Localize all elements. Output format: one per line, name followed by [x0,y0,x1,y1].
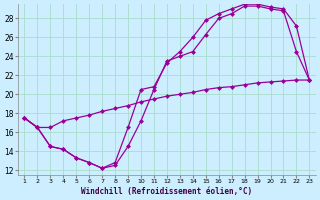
X-axis label: Windchill (Refroidissement éolien,°C): Windchill (Refroidissement éolien,°C) [81,187,252,196]
